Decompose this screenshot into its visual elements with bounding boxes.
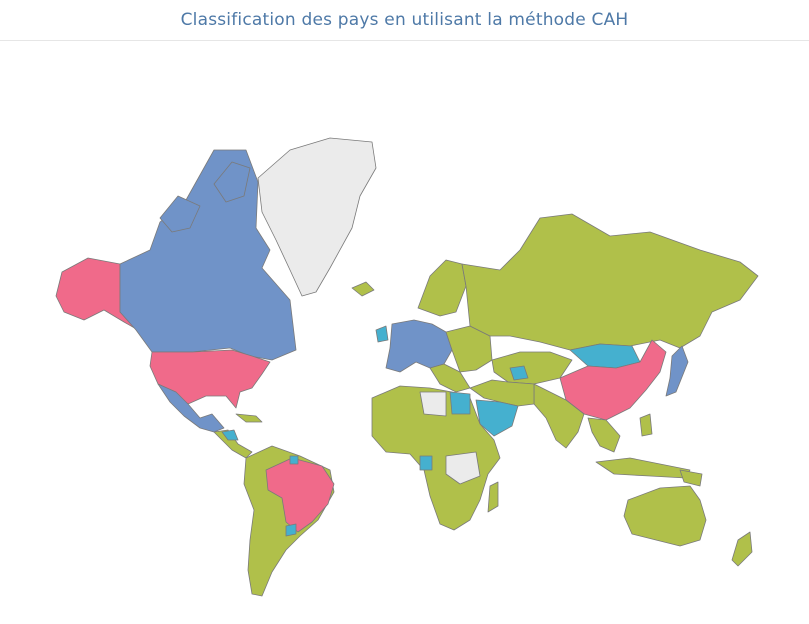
region-greenland[interactable] [257,137,377,297]
region-madagascar[interactable] [487,481,499,513]
region-uk[interactable] [375,325,389,343]
region-canada-islands-2[interactable] [213,161,251,203]
region-brazil[interactable] [265,457,335,533]
region-mexico[interactable] [157,383,225,433]
region-indonesia[interactable] [595,457,691,479]
region-guyana[interactable] [289,455,299,465]
region-egypt[interactable] [449,391,471,415]
region-new-zealand[interactable] [731,531,753,567]
region-west-africa-cyan[interactable] [419,455,433,471]
region-southeast-asia[interactable] [587,417,621,453]
region-philippines[interactable] [639,413,653,437]
region-russia[interactable] [461,213,759,351]
region-africa-nodata-central[interactable] [445,451,481,485]
region-alaska[interactable] [55,257,139,331]
region-africa-nodata-north[interactable] [419,391,447,417]
region-panama[interactable] [221,429,239,441]
map-svg [55,137,759,597]
region-scandinavia[interactable] [417,259,467,317]
region-gulf[interactable] [509,365,529,381]
map-title: Classification des pays en utilisant la … [180,10,629,30]
region-cuba[interactable] [235,413,263,423]
region-south-asia[interactable] [533,383,585,449]
region-iceland[interactable] [351,281,375,297]
title-bar: Classification des pays en utilisant la … [0,0,809,41]
region-png[interactable] [679,469,703,487]
region-australia[interactable] [623,485,707,547]
region-japan[interactable] [665,345,689,397]
region-central-america[interactable] [213,429,253,459]
world-map[interactable] [0,41,809,624]
region-canada-islands[interactable] [159,195,201,233]
region-uruguay[interactable] [285,523,297,537]
region-middle-east[interactable] [469,379,535,407]
